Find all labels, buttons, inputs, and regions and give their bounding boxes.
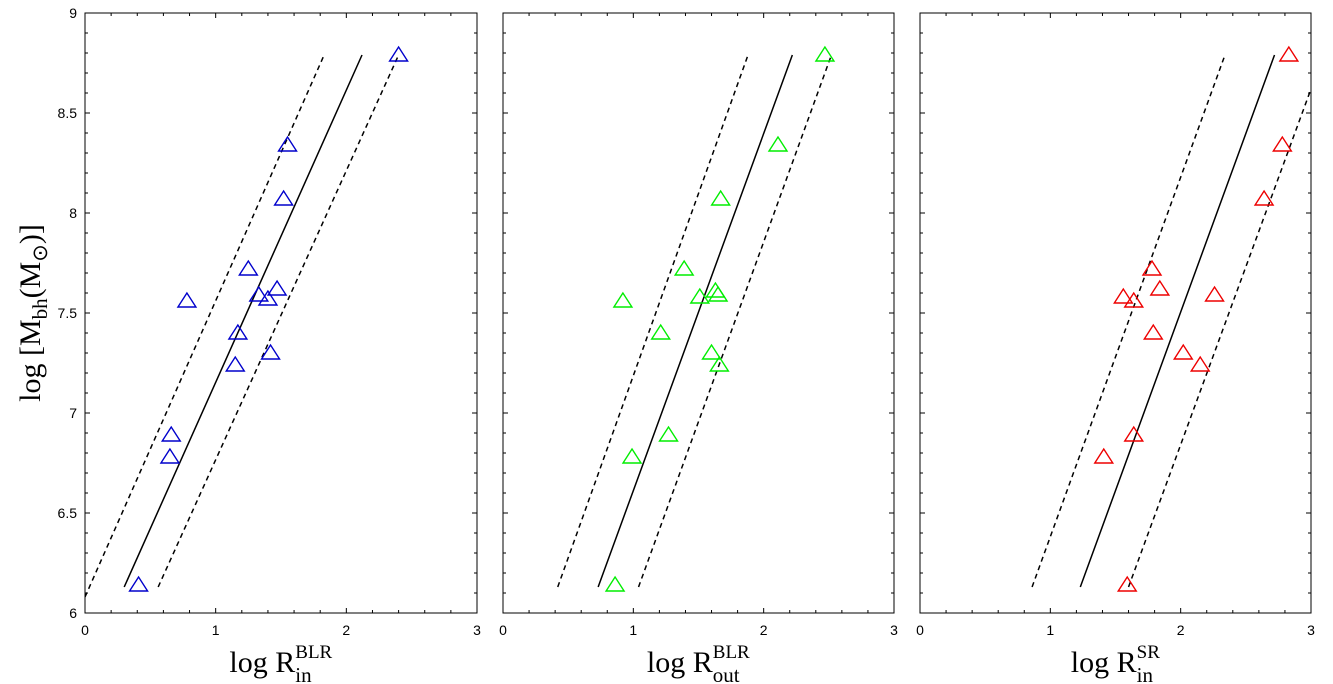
x-tick-label: 2 (1177, 622, 1185, 638)
data-point-marker (701, 343, 722, 360)
y-tick-label: 9 (69, 5, 77, 21)
lower-bound-line (637, 54, 833, 588)
lower-bound-line (1127, 88, 1311, 588)
data-point-marker (1204, 285, 1225, 302)
x-tick-label: 1 (629, 622, 637, 638)
data-point-marker (1272, 135, 1293, 152)
upper-bound-line (85, 54, 325, 598)
y-tick-label: 7 (69, 405, 77, 421)
x-tick-label: 2 (342, 622, 350, 638)
y-tick-label: 8 (69, 205, 77, 221)
data-point-marker (160, 425, 182, 442)
x-tick-label: 3 (473, 622, 481, 638)
chart-panel-1: 0 1 2 3 6 6.5 7 7.5 8 8.5 9 log RBLR in log [Mbh(M⊙)] (14, 5, 481, 684)
data-point-marker (159, 447, 181, 464)
data-point-marker (266, 279, 288, 296)
data-point-marker (707, 285, 729, 302)
data-point-marker (1278, 45, 1300, 62)
y-tick-label: 6.5 (58, 505, 78, 521)
data-point-marker (658, 425, 679, 442)
x-tick-label: 0 (916, 622, 924, 638)
data-point-marker (273, 189, 294, 206)
plot-frame (919, 12, 1312, 614)
fit-line (1079, 54, 1276, 588)
data-point-marker (1116, 575, 1138, 592)
data-point-marker (277, 135, 298, 152)
x-tick-label: 3 (890, 622, 898, 638)
data-point-marker (814, 45, 836, 62)
x-tick-label: 2 (760, 622, 768, 638)
data-point-marker (128, 575, 149, 592)
upper-bound-line (1031, 54, 1226, 588)
data-point-marker (257, 289, 279, 306)
fit-line (123, 54, 363, 588)
y-tick-label: 8.5 (58, 105, 78, 121)
data-point-marker (612, 291, 634, 308)
x-tick-label: 0 (499, 622, 507, 638)
data-point-marker (604, 575, 626, 592)
data-point-marker (224, 355, 246, 372)
fit-line (597, 54, 794, 588)
x-axis-label: log RBLR out (647, 642, 750, 684)
data-point-marker (238, 259, 259, 276)
data-point-marker (650, 323, 671, 340)
data-point-marker (689, 287, 711, 304)
data-point-marker (1123, 291, 1145, 308)
data-point-marker (1172, 343, 1194, 360)
data-point-marker (248, 285, 270, 302)
data-point-marker (1123, 425, 1145, 442)
x-axis-label: log RSR in (1071, 642, 1160, 684)
data-point-marker (767, 135, 789, 152)
lower-bound-line (157, 54, 400, 588)
y-axis-label: log [Mbh(M⊙)] (14, 224, 52, 402)
data-point-marker (1093, 447, 1115, 464)
x-tick-label: 1 (212, 622, 220, 638)
data-point-marker (1149, 279, 1171, 296)
data-point-marker (227, 323, 249, 340)
y-tick-label: 7.5 (58, 305, 78, 321)
data-point-marker (709, 355, 730, 372)
data-point-marker (673, 259, 695, 276)
x-axis-label: log RBLR in (229, 642, 332, 684)
chart-panel-2: 0 1 2 3 log RBLR out (499, 12, 898, 684)
data-point-marker (1141, 259, 1163, 276)
data-point-marker (1113, 287, 1134, 304)
chart-panel-3: 0 1 2 3 log RSR in (916, 12, 1315, 684)
data-point-marker (260, 343, 281, 360)
data-point-marker (176, 291, 198, 308)
upper-bound-line (557, 54, 749, 588)
data-point-marker (1189, 355, 1211, 372)
y-tick-label: 6 (69, 605, 77, 621)
data-point-marker (710, 189, 731, 206)
x-tick-label: 1 (1046, 622, 1054, 638)
x-tick-label: 0 (81, 622, 89, 638)
data-point-marker (1143, 323, 1164, 340)
data-point-marker (621, 447, 643, 464)
x-tick-label: 3 (1307, 622, 1315, 638)
plot-frame (84, 12, 478, 614)
data-point-marker (388, 45, 409, 62)
data-point-marker (1253, 189, 1275, 206)
